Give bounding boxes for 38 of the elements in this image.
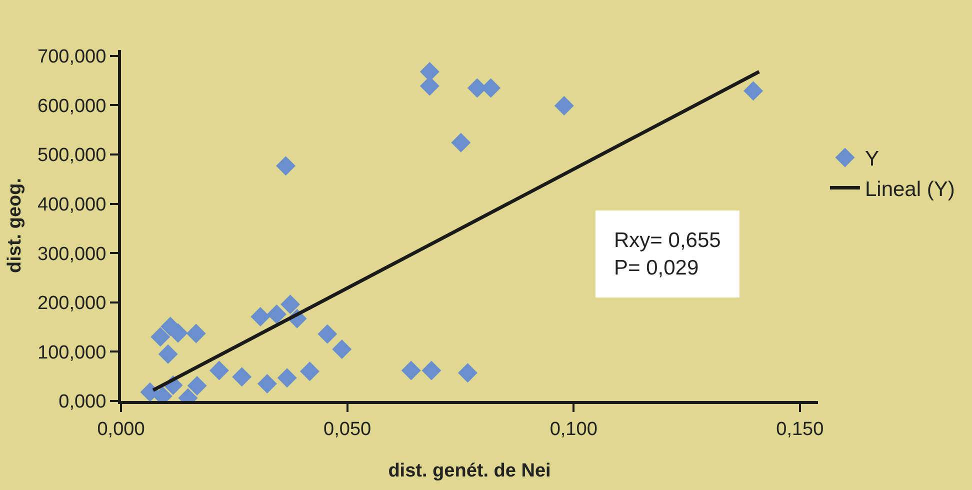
y-axis-title: dist. geog. bbox=[4, 178, 26, 273]
x-tick-label: 0,150 bbox=[776, 418, 824, 440]
annotation: Rxy= 0,655 P= 0,029 bbox=[614, 229, 721, 280]
point bbox=[276, 156, 296, 176]
point bbox=[158, 344, 178, 364]
x-axis-title: dist. genét. de Nei bbox=[388, 460, 551, 482]
y-tick-label: 300,000 bbox=[38, 244, 106, 265]
y-tick-label: 200,000 bbox=[38, 293, 106, 314]
point bbox=[458, 363, 478, 383]
point bbox=[209, 360, 229, 380]
legend-label: Y bbox=[864, 148, 879, 171]
point bbox=[186, 324, 206, 344]
x-tick-label: 0,050 bbox=[324, 418, 372, 440]
point bbox=[318, 324, 338, 344]
y-tick-label: 700,000 bbox=[38, 46, 106, 68]
point bbox=[277, 368, 297, 388]
point bbox=[554, 96, 574, 116]
point bbox=[187, 376, 207, 396]
y-tick-label: 100,000 bbox=[38, 342, 106, 364]
legend-label: Lineal (Y) bbox=[864, 178, 955, 201]
point bbox=[280, 294, 300, 314]
y-tick-label: 600,000 bbox=[38, 96, 106, 117]
y-tick-label: 500,000 bbox=[38, 145, 106, 166]
y-tick-label: 0,000 bbox=[58, 392, 106, 413]
point bbox=[744, 81, 764, 101]
point bbox=[300, 362, 320, 382]
point bbox=[451, 132, 471, 152]
x-tick-label: 0,100 bbox=[550, 418, 598, 440]
point bbox=[150, 327, 170, 347]
point bbox=[266, 304, 286, 324]
point bbox=[422, 360, 442, 380]
point bbox=[250, 306, 270, 326]
point bbox=[257, 374, 277, 394]
y-tick-label: 400,000 bbox=[38, 194, 106, 216]
point bbox=[401, 360, 421, 380]
point bbox=[332, 339, 352, 359]
x-tick-label: 0,000 bbox=[97, 418, 145, 440]
point bbox=[232, 367, 252, 387]
